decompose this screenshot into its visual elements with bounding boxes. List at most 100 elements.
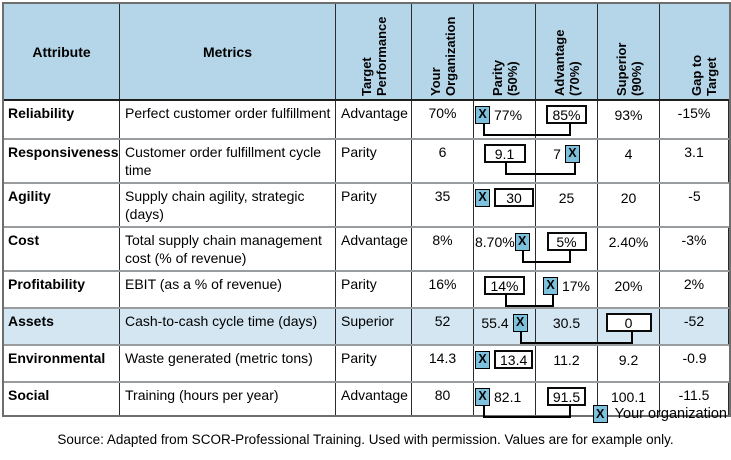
target-performance-cell: Parity	[336, 272, 412, 307]
metric-cell-value: Training (hours per year)	[125, 387, 279, 403]
column-header-attribute: Attribute	[4, 4, 120, 99]
legend-label: Your organization	[614, 406, 727, 422]
metric-cell: Perfect customer order fulfillment	[120, 101, 336, 138]
attribute-cell-value: Social	[8, 387, 50, 403]
parity-cell: 55.4 X	[474, 309, 536, 344]
superior-value: 100.1	[610, 388, 647, 405]
your-organization-cell-value: 52	[434, 313, 451, 329]
advantage-value: 7	[553, 145, 561, 162]
target-level-box: 13.4	[494, 350, 534, 369]
parity-content: 8.70% X	[475, 231, 530, 252]
gap-to-target-cell-value: -5	[688, 188, 701, 204]
your-organization-cell: 16%	[412, 272, 474, 307]
metric-cell-value: Perfect customer order fulfillment	[125, 105, 331, 121]
advantage-cell: 5%	[536, 228, 598, 270]
superior-content: 4	[625, 143, 633, 164]
target-performance-cell-value: Advantage	[341, 232, 408, 248]
superior-cell: 93%	[598, 101, 660, 138]
attribute-cell: Cost	[4, 228, 120, 270]
gap-to-target-cell: -0.9	[660, 346, 729, 381]
parity-content: 9.1	[483, 143, 526, 164]
target-performance-cell-value: Parity	[341, 188, 377, 204]
your-organization-cell-value: 16%	[428, 276, 457, 292]
superior-value: 93%	[614, 106, 643, 123]
superior-cell: 20%	[598, 272, 660, 307]
attribute-cell-value: Environmental	[8, 350, 106, 366]
superior-value: 20	[620, 189, 637, 206]
attribute-cell: Agility	[4, 184, 120, 226]
superior-cell: 0	[598, 309, 660, 344]
target-performance-cell: Parity	[336, 184, 412, 226]
column-header-label: Gap to Target	[689, 54, 719, 96]
gap-to-target-cell: -11.5	[660, 383, 729, 415]
target-performance-cell: Advantage	[336, 383, 412, 415]
table-row-responsiveness: Responsiveness Customer order fulfillment…	[4, 140, 729, 184]
target-performance-cell-value: Superior	[341, 313, 394, 329]
advantage-content: 25	[559, 187, 575, 208]
metric-cell-value: Customer order fulfillment cycle time	[125, 144, 322, 178]
attribute-cell-value: Profitability	[8, 276, 86, 292]
your-organization-cell-value: 6	[438, 144, 447, 160]
parity-cell: X 13.4	[474, 346, 536, 381]
superior-content: 9.2	[619, 349, 638, 370]
your-organization-cell: 80	[412, 383, 474, 415]
table-row-agility: Agility Supply chain agility, strategic (…	[4, 184, 729, 228]
legend: X Your organization	[592, 405, 727, 423]
column-header-label: Attribute	[32, 43, 91, 60]
attribute-cell-value: Reliability	[8, 105, 75, 121]
superior-value: 4	[624, 145, 633, 162]
superior-cell: 2.40%	[598, 228, 660, 270]
target-performance-cell-value: Advantage	[341, 387, 408, 403]
superior-value: 9.2	[618, 351, 639, 368]
superior-cell: 4	[598, 140, 660, 182]
your-organization-cell: 14.3	[412, 346, 474, 381]
parity-cell: 14%	[474, 272, 536, 307]
column-header-advantage-70: Advantage (70%)	[536, 4, 598, 99]
parity-value: 77%	[494, 106, 523, 123]
your-organization-cell-value: 8%	[432, 232, 453, 248]
column-header-target-performance: Target Performance	[336, 4, 412, 99]
your-organization-cell: 52	[412, 309, 474, 344]
metric-cell: Supply chain agility, strategic (days)	[120, 184, 336, 226]
column-header-label: Advantage (70%)	[551, 29, 582, 96]
metric-cell-value: Total supply chain management cost (% of…	[125, 232, 322, 266]
your-organization-marker-icon: X	[475, 188, 490, 207]
superior-content: 20%	[614, 275, 642, 296]
parity-cell: X 77%	[474, 101, 536, 138]
target-performance-cell: Advantage	[336, 101, 412, 138]
your-organization-cell-value: 70%	[428, 105, 457, 121]
target-performance-cell-value: Parity	[341, 350, 377, 366]
your-organization-cell-value: 35	[434, 188, 451, 204]
table-row-environmental: Environmental Waste generated (metric ton…	[4, 346, 729, 383]
table-row-assets: Assets Cash-to-cash cycle time (days) Supe…	[4, 309, 729, 346]
table-row-profitability: Profitability EBIT (as a % of revenue) Par…	[4, 272, 729, 309]
metric-cell: Waste generated (metric tons)	[120, 346, 336, 381]
target-performance-cell: Parity	[336, 346, 412, 381]
your-organization-marker-icon: X	[542, 276, 558, 295]
target-level-box: 9.1	[483, 144, 526, 163]
gap-to-target-cell: -3%	[660, 228, 729, 270]
metric-cell-value: EBIT (as a % of revenue)	[125, 276, 282, 292]
superior-cell: 100.1	[598, 383, 660, 415]
your-organization-cell: 70%	[412, 101, 474, 138]
gap-to-target-cell-value: -11.5	[678, 387, 710, 403]
your-organization-marker-icon: X	[475, 350, 490, 369]
superior-value: 20%	[614, 277, 643, 294]
advantage-value: 30.5	[552, 314, 581, 331]
your-organization-marker-icon: X	[475, 105, 490, 124]
advantage-cell: 91.5	[536, 383, 598, 415]
parity-content: X 77%	[475, 104, 522, 125]
column-header-parity-50: Parity (50%)	[474, 4, 536, 99]
parity-content: X 13.4	[475, 349, 534, 370]
advantage-content: 5%	[546, 231, 587, 252]
target-level-box: 91.5	[546, 387, 587, 406]
superior-content: 2.40%	[609, 231, 649, 252]
advantage-cell: 25	[536, 184, 598, 226]
gap-to-target-cell: 3.1	[660, 140, 729, 182]
column-header-label: Metrics	[202, 43, 253, 60]
advantage-value: 17%	[561, 277, 591, 294]
advantage-value: 25	[558, 189, 575, 206]
column-header-metrics: Metrics	[120, 4, 336, 99]
